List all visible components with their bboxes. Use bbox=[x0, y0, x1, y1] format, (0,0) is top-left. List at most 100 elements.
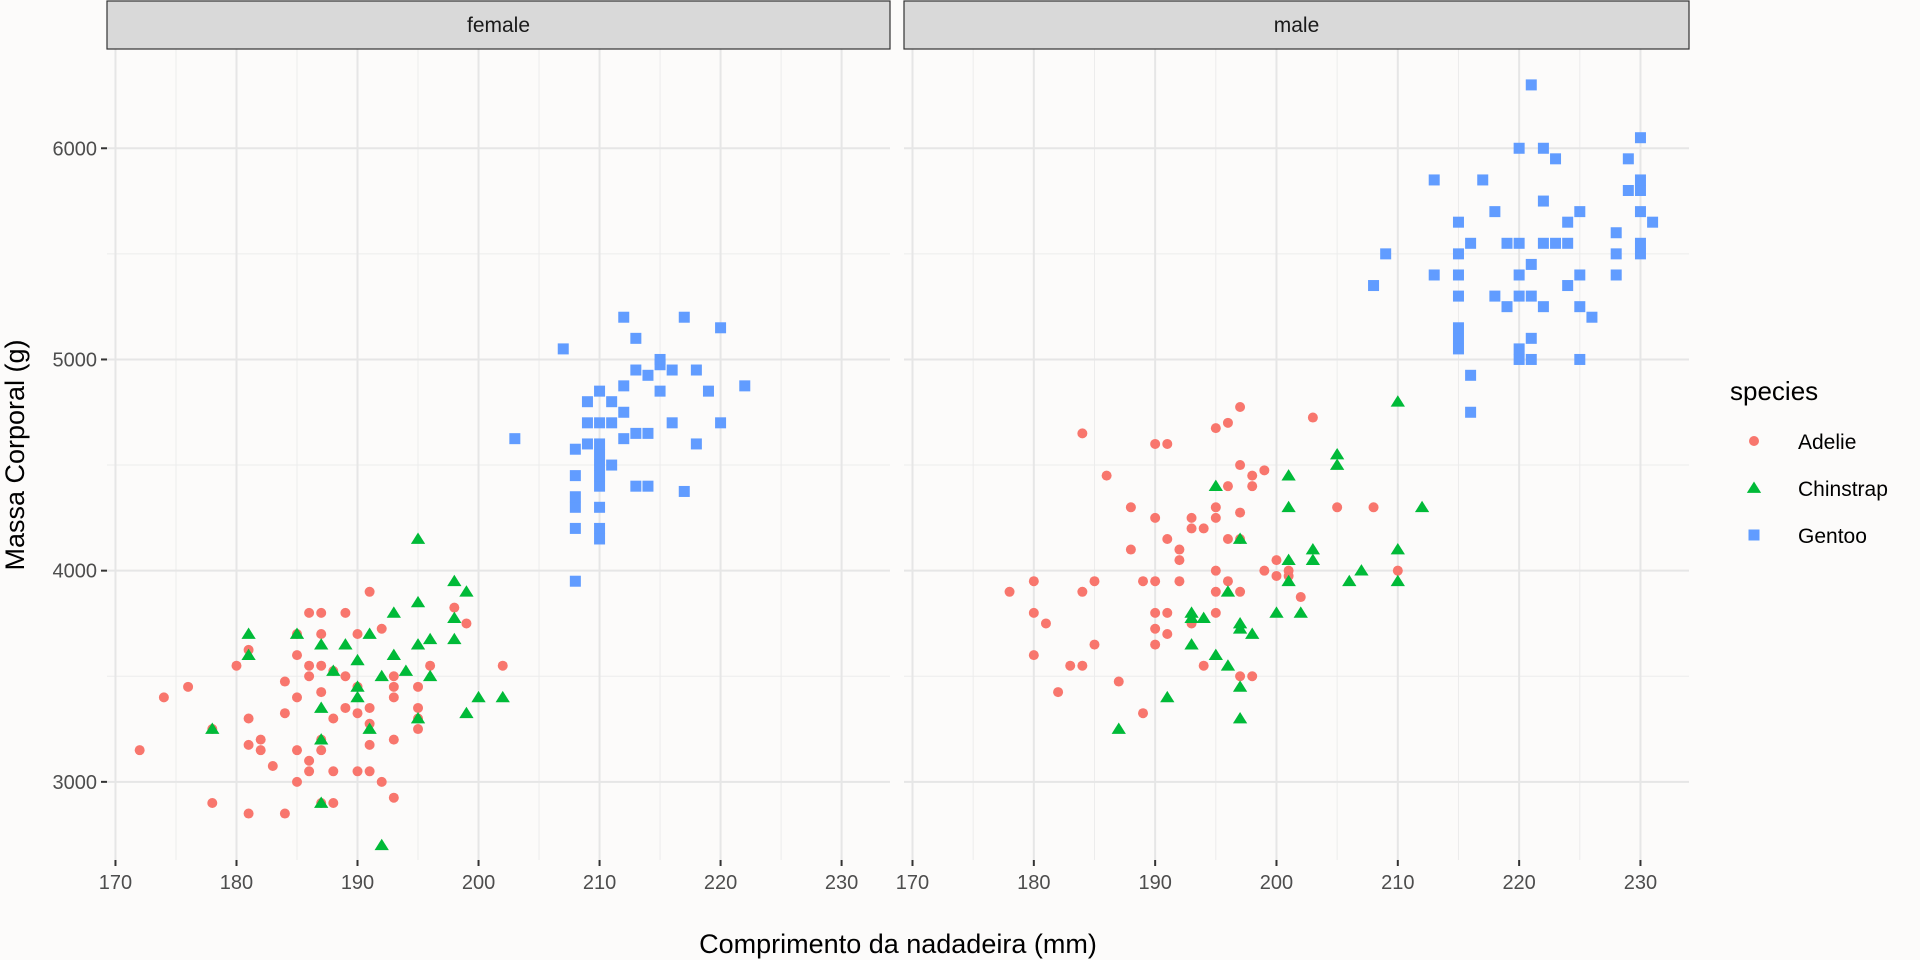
data-point bbox=[374, 669, 389, 682]
legend-key-chinstrap bbox=[1746, 481, 1762, 493]
facet-strip bbox=[903, 0, 1690, 50]
data-point bbox=[422, 632, 438, 645]
data-point bbox=[1305, 553, 1321, 565]
x-tick-label: 200 bbox=[462, 872, 495, 894]
data-point bbox=[461, 618, 472, 629]
data-point bbox=[666, 417, 678, 429]
data-point bbox=[1198, 660, 1209, 671]
x-tick-label: 200 bbox=[1260, 872, 1293, 894]
data-point bbox=[350, 690, 365, 703]
data-point bbox=[279, 708, 290, 719]
data-point bbox=[1247, 481, 1258, 492]
data-point bbox=[1390, 543, 1405, 555]
data-point bbox=[388, 734, 399, 745]
data-point bbox=[364, 766, 375, 777]
data-point bbox=[1232, 711, 1248, 724]
data-point bbox=[364, 739, 375, 750]
data-point bbox=[316, 687, 327, 698]
data-point bbox=[594, 385, 606, 397]
data-point bbox=[642, 480, 654, 492]
data-point bbox=[410, 711, 426, 724]
data-point bbox=[1452, 269, 1464, 281]
data-point bbox=[459, 585, 474, 597]
series-chinstrap-female bbox=[205, 532, 510, 851]
data-point bbox=[1235, 401, 1246, 412]
data-point bbox=[362, 722, 377, 734]
facet-label: female bbox=[467, 14, 530, 37]
data-point bbox=[569, 443, 581, 455]
data-point bbox=[1586, 311, 1598, 323]
data-point bbox=[1501, 237, 1513, 249]
legend-label: Gentoo bbox=[1798, 525, 1867, 548]
data-point bbox=[1452, 216, 1464, 228]
data-point bbox=[654, 385, 666, 397]
x-axis-title: Comprimento da nadadeira (mm) bbox=[699, 929, 1097, 959]
data-point bbox=[1537, 142, 1549, 154]
data-point bbox=[350, 653, 365, 666]
data-point bbox=[1390, 574, 1405, 587]
data-point bbox=[1452, 332, 1464, 344]
data-point bbox=[1501, 301, 1513, 313]
data-point bbox=[1354, 564, 1369, 576]
data-point bbox=[1077, 660, 1088, 671]
legend-key-gentoo bbox=[1748, 529, 1760, 541]
data-point bbox=[1210, 502, 1221, 513]
data-point bbox=[581, 396, 593, 408]
data-point bbox=[1390, 395, 1405, 407]
data-point bbox=[1077, 428, 1088, 439]
data-point bbox=[326, 664, 341, 676]
data-point bbox=[398, 664, 414, 676]
data-point bbox=[1562, 216, 1574, 228]
data-point bbox=[1295, 592, 1306, 603]
data-point bbox=[413, 724, 424, 735]
data-point bbox=[569, 470, 581, 482]
data-point bbox=[581, 417, 593, 429]
data-point bbox=[207, 797, 218, 808]
data-point bbox=[1283, 565, 1294, 576]
data-point bbox=[1196, 611, 1211, 624]
data-point bbox=[1222, 576, 1233, 587]
panel-female: female 170 180 190 200 210 220 230 3000 4000 5000 6… bbox=[53, 0, 891, 894]
data-point bbox=[314, 733, 329, 745]
data-point bbox=[376, 776, 387, 787]
data-point bbox=[447, 574, 462, 587]
x-tick-label: 220 bbox=[704, 872, 737, 894]
data-point bbox=[340, 671, 351, 682]
data-point bbox=[1634, 174, 1646, 186]
series-adelie-female bbox=[134, 586, 508, 819]
data-point bbox=[231, 660, 242, 671]
x-tick-label: 230 bbox=[825, 872, 858, 894]
data-point bbox=[1537, 301, 1549, 313]
data-point bbox=[1537, 237, 1549, 249]
data-point bbox=[594, 459, 606, 471]
data-point bbox=[279, 808, 290, 819]
data-point bbox=[1332, 502, 1343, 513]
data-point bbox=[630, 427, 642, 439]
data-point bbox=[1525, 353, 1537, 365]
data-point bbox=[1647, 216, 1659, 228]
data-point bbox=[241, 648, 256, 661]
y-tick-label: 3000 bbox=[53, 772, 98, 794]
data-point bbox=[459, 706, 474, 719]
data-point bbox=[618, 311, 630, 323]
data-point bbox=[1232, 532, 1248, 544]
data-point bbox=[557, 343, 569, 355]
data-point bbox=[1622, 153, 1634, 165]
data-point bbox=[386, 606, 401, 618]
data-point bbox=[1138, 576, 1149, 587]
data-point bbox=[1222, 481, 1233, 492]
series-gentoo-female bbox=[509, 311, 751, 587]
data-point bbox=[1465, 369, 1477, 381]
data-point bbox=[1065, 660, 1076, 671]
legend-title: species bbox=[1730, 376, 1818, 406]
data-point bbox=[569, 491, 581, 503]
data-point bbox=[1235, 671, 1246, 682]
data-point bbox=[304, 671, 315, 682]
data-point bbox=[678, 311, 690, 323]
data-point bbox=[1077, 586, 1088, 597]
data-point bbox=[422, 669, 438, 682]
data-point bbox=[1525, 290, 1537, 302]
data-point bbox=[1220, 585, 1236, 597]
data-point bbox=[292, 776, 303, 787]
